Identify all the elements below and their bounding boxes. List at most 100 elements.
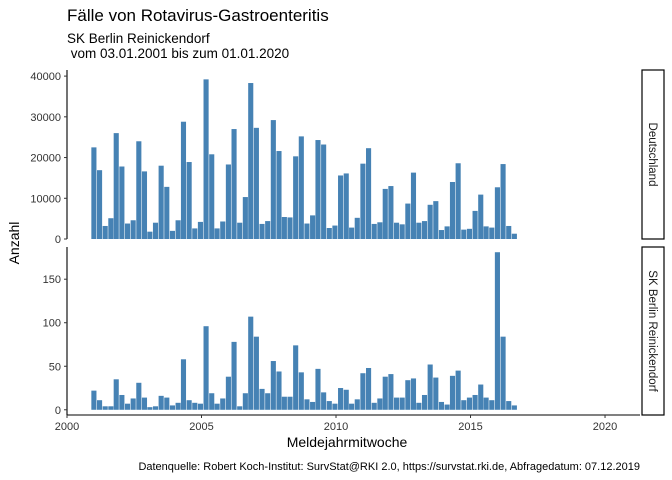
bar bbox=[455, 370, 461, 410]
bar bbox=[421, 394, 428, 410]
bar bbox=[119, 166, 125, 239]
bar bbox=[175, 402, 181, 410]
bar bbox=[147, 231, 153, 239]
bar bbox=[220, 221, 226, 239]
x-tick-label: 2005 bbox=[189, 421, 213, 433]
bar bbox=[164, 186, 170, 239]
bar bbox=[136, 382, 142, 410]
bar bbox=[253, 127, 259, 239]
bar bbox=[293, 345, 299, 410]
bar bbox=[377, 398, 383, 410]
bar bbox=[366, 367, 372, 410]
bar bbox=[175, 220, 181, 239]
bar bbox=[483, 397, 489, 410]
bar bbox=[405, 203, 411, 239]
bar bbox=[186, 400, 192, 410]
bar bbox=[192, 402, 198, 410]
bar bbox=[461, 400, 467, 410]
y-tick-label: 100 bbox=[43, 318, 61, 330]
bar bbox=[237, 406, 243, 410]
bar bbox=[444, 226, 450, 239]
bar bbox=[298, 372, 304, 410]
bar bbox=[197, 403, 203, 410]
bar bbox=[461, 229, 467, 239]
y-tick-label: 50 bbox=[49, 361, 61, 373]
x-tick-label: 2020 bbox=[593, 421, 617, 433]
bar bbox=[377, 222, 383, 239]
bar bbox=[315, 368, 321, 410]
bar bbox=[214, 403, 220, 410]
bar bbox=[371, 402, 377, 410]
bar bbox=[349, 227, 355, 239]
bar bbox=[124, 403, 131, 410]
bar bbox=[349, 403, 355, 410]
bar bbox=[449, 375, 456, 410]
bar bbox=[444, 404, 450, 410]
bar bbox=[259, 388, 265, 410]
bar bbox=[321, 144, 327, 239]
bar bbox=[124, 223, 131, 239]
y-axis-title: Anzahl bbox=[6, 222, 22, 265]
bar bbox=[511, 233, 517, 239]
bar bbox=[421, 221, 428, 239]
bar bbox=[466, 397, 472, 410]
bar bbox=[287, 396, 293, 410]
bar bbox=[388, 186, 394, 239]
bar bbox=[119, 394, 125, 410]
strip-box-deutschland bbox=[641, 69, 665, 240]
bar bbox=[136, 141, 142, 239]
bar bbox=[214, 228, 220, 239]
bar bbox=[287, 217, 293, 239]
bar bbox=[354, 217, 360, 239]
bar bbox=[511, 405, 517, 410]
bar bbox=[141, 397, 148, 410]
bar bbox=[494, 252, 500, 410]
bar bbox=[180, 121, 187, 239]
x-axis-title: Meldejahrmitwoche bbox=[287, 434, 408, 450]
bar bbox=[113, 379, 119, 410]
bar bbox=[332, 403, 338, 410]
bar bbox=[304, 399, 310, 410]
bar bbox=[225, 376, 231, 410]
x-axis: 2000 2005 2010 2015 2020 bbox=[55, 414, 640, 433]
bar bbox=[203, 79, 209, 240]
bar bbox=[343, 389, 349, 410]
bar bbox=[209, 393, 215, 410]
bar bbox=[388, 374, 394, 410]
bar bbox=[466, 228, 472, 239]
bar bbox=[281, 217, 287, 239]
bar bbox=[231, 129, 237, 239]
bar bbox=[259, 223, 265, 239]
bar bbox=[410, 378, 417, 410]
y-tick-label: 40000 bbox=[30, 71, 61, 83]
bar bbox=[489, 227, 495, 239]
strip-label-deutschland: Deutschland bbox=[646, 123, 658, 187]
bar bbox=[97, 400, 103, 410]
bar bbox=[281, 396, 287, 410]
bar bbox=[276, 151, 282, 239]
bar bbox=[371, 223, 377, 239]
bar bbox=[237, 222, 243, 239]
bar bbox=[433, 377, 439, 410]
bar bbox=[500, 164, 506, 239]
bar bbox=[276, 371, 282, 410]
bar bbox=[102, 225, 108, 239]
bar bbox=[338, 388, 344, 410]
bar bbox=[197, 221, 203, 239]
bar bbox=[472, 394, 478, 410]
bar bbox=[152, 222, 159, 239]
bar bbox=[338, 175, 344, 239]
bar bbox=[102, 406, 108, 410]
bar bbox=[169, 405, 176, 410]
bar bbox=[472, 210, 478, 239]
y-tick-label: 20000 bbox=[30, 153, 61, 165]
bar bbox=[416, 402, 422, 410]
bar bbox=[270, 361, 276, 410]
bar bbox=[248, 83, 254, 239]
bar bbox=[438, 230, 445, 239]
bar bbox=[478, 194, 484, 239]
bar bbox=[293, 156, 299, 239]
bar bbox=[382, 188, 388, 239]
bar bbox=[147, 407, 153, 410]
